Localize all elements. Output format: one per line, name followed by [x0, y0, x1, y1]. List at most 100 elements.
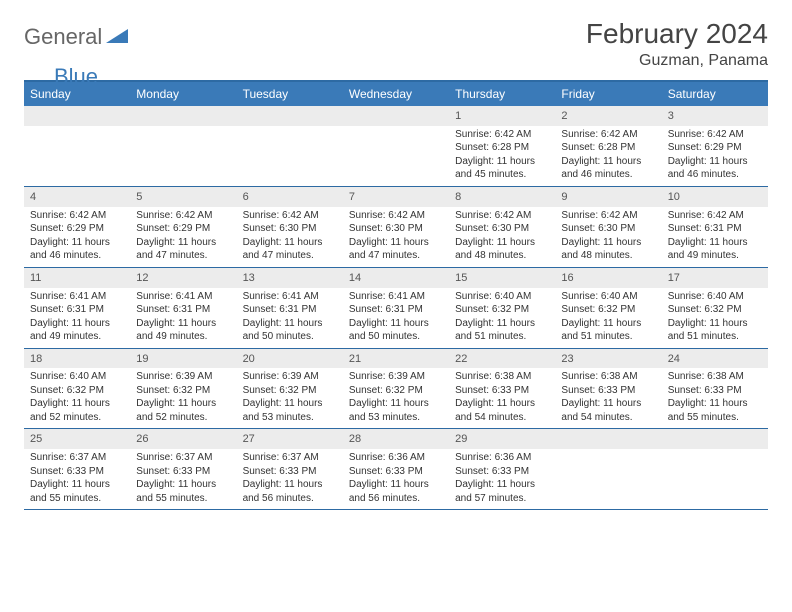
day-number: [237, 106, 343, 126]
sunset-text: Sunset: 6:29 PM: [136, 222, 230, 236]
sunrise-text: Sunrise: 6:42 AM: [455, 128, 549, 142]
title-block: February 2024 Guzman, Panama: [586, 18, 768, 70]
day-cell: 1 Sunrise: 6:42 AMSunset: 6:28 PMDaylight…: [449, 106, 555, 186]
daylight-text: Daylight: 11 hours and 48 minutes.: [455, 236, 549, 263]
sunset-text: Sunset: 6:33 PM: [561, 384, 655, 398]
day-content: Sunrise: 6:39 AMSunset: 6:32 PMDaylight:…: [343, 368, 449, 428]
daylight-text: Daylight: 11 hours and 55 minutes.: [30, 478, 124, 505]
day-content: Sunrise: 6:39 AMSunset: 6:32 PMDaylight:…: [130, 368, 236, 428]
day-cell: 24Sunrise: 6:38 AMSunset: 6:33 PMDayligh…: [662, 349, 768, 429]
sunrise-text: Sunrise: 6:36 AM: [455, 451, 549, 465]
day-cell: 28Sunrise: 6:36 AMSunset: 6:33 PMDayligh…: [343, 429, 449, 509]
sunset-text: Sunset: 6:28 PM: [455, 141, 549, 155]
sunset-text: Sunset: 6:33 PM: [349, 465, 443, 479]
day-number: 1: [449, 106, 555, 126]
day-content: Sunrise: 6:38 AMSunset: 6:33 PMDaylight:…: [555, 368, 661, 428]
day-content: Sunrise: 6:36 AMSunset: 6:33 PMDaylight:…: [343, 449, 449, 509]
day-cell: 9Sunrise: 6:42 AMSunset: 6:30 PMDaylight…: [555, 187, 661, 267]
day-number: [24, 106, 130, 126]
sunrise-text: Sunrise: 6:39 AM: [243, 370, 337, 384]
daylight-text: Daylight: 11 hours and 46 minutes.: [561, 155, 655, 182]
day-cell: 26Sunrise: 6:37 AMSunset: 6:33 PMDayligh…: [130, 429, 236, 509]
day-number: 24: [662, 349, 768, 369]
sunrise-text: Sunrise: 6:37 AM: [136, 451, 230, 465]
sunset-text: Sunset: 6:29 PM: [668, 141, 762, 155]
daylight-text: Daylight: 11 hours and 51 minutes.: [561, 317, 655, 344]
sunset-text: Sunset: 6:32 PM: [243, 384, 337, 398]
logo: General: [24, 18, 130, 50]
daylight-text: Daylight: 11 hours and 50 minutes.: [243, 317, 337, 344]
sunrise-text: Sunrise: 6:42 AM: [668, 128, 762, 142]
day-header-tuesday: Tuesday: [237, 82, 343, 106]
day-cell: 10Sunrise: 6:42 AMSunset: 6:31 PMDayligh…: [662, 187, 768, 267]
sunrise-text: Sunrise: 6:36 AM: [349, 451, 443, 465]
week-row: 11Sunrise: 6:41 AMSunset: 6:31 PMDayligh…: [24, 268, 768, 349]
day-cell: 4Sunrise: 6:42 AMSunset: 6:29 PMDaylight…: [24, 187, 130, 267]
day-cell: [130, 106, 236, 186]
day-cell: [343, 106, 449, 186]
day-content: Sunrise: 6:37 AMSunset: 6:33 PMDaylight:…: [24, 449, 130, 509]
day-content: Sunrise: 6:41 AMSunset: 6:31 PMDaylight:…: [237, 288, 343, 348]
day-number: 27: [237, 429, 343, 449]
day-content: Sunrise: 6:42 AMSunset: 6:29 PMDaylight:…: [662, 126, 768, 186]
daylight-text: Daylight: 11 hours and 53 minutes.: [243, 397, 337, 424]
week-row: 25Sunrise: 6:37 AMSunset: 6:33 PMDayligh…: [24, 429, 768, 510]
day-number: 26: [130, 429, 236, 449]
day-number: 10: [662, 187, 768, 207]
sunset-text: Sunset: 6:30 PM: [455, 222, 549, 236]
day-content: Sunrise: 6:42 AMSunset: 6:30 PMDaylight:…: [555, 207, 661, 267]
sunset-text: Sunset: 6:32 PM: [136, 384, 230, 398]
day-number: 6: [237, 187, 343, 207]
day-number: 7: [343, 187, 449, 207]
daylight-text: Daylight: 11 hours and 45 minutes.: [455, 155, 549, 182]
day-number: [130, 106, 236, 126]
month-title: February 2024: [586, 18, 768, 50]
day-content: Sunrise: 6:40 AMSunset: 6:32 PMDaylight:…: [24, 368, 130, 428]
day-cell: 8Sunrise: 6:42 AMSunset: 6:30 PMDaylight…: [449, 187, 555, 267]
day-number: 8: [449, 187, 555, 207]
day-cell: [662, 429, 768, 509]
day-content: Sunrise: 6:39 AMSunset: 6:32 PMDaylight:…: [237, 368, 343, 428]
day-number: 18: [24, 349, 130, 369]
sunrise-text: Sunrise: 6:42 AM: [30, 209, 124, 223]
sunset-text: Sunset: 6:32 PM: [349, 384, 443, 398]
sunset-text: Sunset: 6:31 PM: [136, 303, 230, 317]
sunset-text: Sunset: 6:33 PM: [455, 465, 549, 479]
daylight-text: Daylight: 11 hours and 56 minutes.: [243, 478, 337, 505]
daylight-text: Daylight: 11 hours and 55 minutes.: [668, 397, 762, 424]
sunrise-text: Sunrise: 6:42 AM: [668, 209, 762, 223]
day-content: Sunrise: 6:37 AMSunset: 6:33 PMDaylight:…: [130, 449, 236, 509]
day-cell: 17Sunrise: 6:40 AMSunset: 6:32 PMDayligh…: [662, 268, 768, 348]
day-content: [662, 449, 768, 455]
daylight-text: Daylight: 11 hours and 47 minutes.: [136, 236, 230, 263]
day-cell: 3Sunrise: 6:42 AMSunset: 6:29 PMDaylight…: [662, 106, 768, 186]
day-number: 4: [24, 187, 130, 207]
daylight-text: Daylight: 11 hours and 54 minutes.: [455, 397, 549, 424]
day-content: Sunrise: 6:42 AMSunset: 6:31 PMDaylight:…: [662, 207, 768, 267]
daylight-text: Daylight: 11 hours and 55 minutes.: [136, 478, 230, 505]
daylight-text: Daylight: 11 hours and 52 minutes.: [136, 397, 230, 424]
day-header-friday: Friday: [555, 82, 661, 106]
day-cell: 11Sunrise: 6:41 AMSunset: 6:31 PMDayligh…: [24, 268, 130, 348]
day-cell: 20Sunrise: 6:39 AMSunset: 6:32 PMDayligh…: [237, 349, 343, 429]
day-number: 15: [449, 268, 555, 288]
daylight-text: Daylight: 11 hours and 51 minutes.: [668, 317, 762, 344]
day-cell: 21Sunrise: 6:39 AMSunset: 6:32 PMDayligh…: [343, 349, 449, 429]
sunrise-text: Sunrise: 6:41 AM: [30, 290, 124, 304]
daylight-text: Daylight: 11 hours and 48 minutes.: [561, 236, 655, 263]
logo-triangle-icon: [106, 27, 128, 48]
sunrise-text: Sunrise: 6:42 AM: [243, 209, 337, 223]
sunset-text: Sunset: 6:33 PM: [136, 465, 230, 479]
day-number: 2: [555, 106, 661, 126]
day-content: Sunrise: 6:40 AMSunset: 6:32 PMDaylight:…: [555, 288, 661, 348]
day-content: Sunrise: 6:37 AMSunset: 6:33 PMDaylight:…: [237, 449, 343, 509]
day-number: [343, 106, 449, 126]
week-row: 18Sunrise: 6:40 AMSunset: 6:32 PMDayligh…: [24, 349, 768, 430]
day-number: 22: [449, 349, 555, 369]
calendar: Sunday Monday Tuesday Wednesday Thursday…: [24, 80, 768, 510]
day-header-saturday: Saturday: [662, 82, 768, 106]
day-number: 3: [662, 106, 768, 126]
day-content: Sunrise: 6:42 AMSunset: 6:28 PMDaylight:…: [555, 126, 661, 186]
day-content: Sunrise: 6:40 AMSunset: 6:32 PMDaylight:…: [662, 288, 768, 348]
day-content: Sunrise: 6:42 AMSunset: 6:30 PMDaylight:…: [237, 207, 343, 267]
